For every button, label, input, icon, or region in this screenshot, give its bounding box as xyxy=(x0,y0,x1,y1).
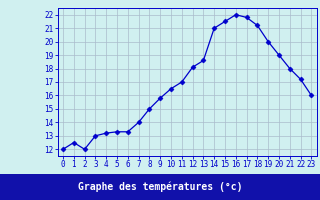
Text: Graphe des températures (°c): Graphe des températures (°c) xyxy=(78,182,242,192)
